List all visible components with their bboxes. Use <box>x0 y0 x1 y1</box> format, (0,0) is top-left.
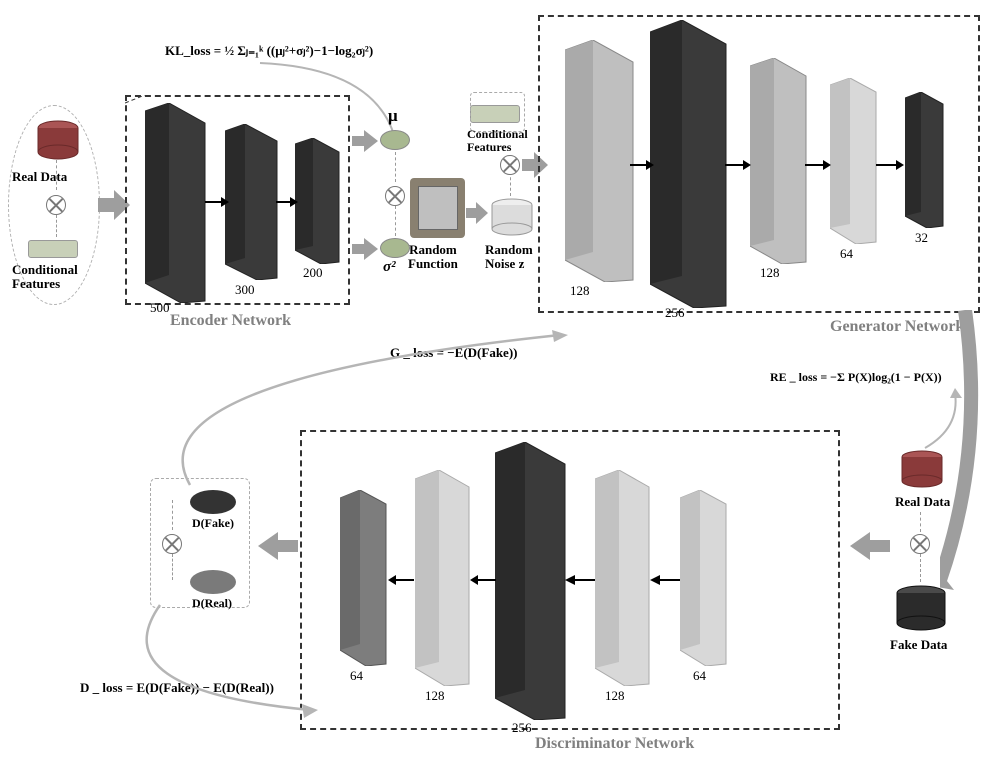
disc-label-256: 256 <box>512 720 532 736</box>
sigma-label: σ² <box>383 259 396 276</box>
disc-label-128a: 128 <box>425 688 445 704</box>
arrow-fn-to-noise <box>466 202 488 224</box>
cond-mid-dash <box>470 92 525 132</box>
cond-mid-label: Conditional Features <box>467 128 528 154</box>
dash-right-2 <box>920 554 921 582</box>
arrow-disc-2 <box>565 573 595 587</box>
re-loss-curve <box>920 388 980 458</box>
gen-label-64: 64 <box>840 246 853 262</box>
arrow-disc-1 <box>650 573 680 587</box>
random-function-box <box>410 178 465 238</box>
noise-cylinder <box>490 198 534 243</box>
real-data-label-right: Real Data <box>895 495 950 509</box>
fake-data-cylinder <box>895 585 947 638</box>
gen-layer-256 <box>650 20 728 313</box>
arrow-out-disc <box>258 532 298 560</box>
arrow-disc-4 <box>388 573 414 587</box>
dash-sigma <box>395 206 396 236</box>
arrow-gen-3 <box>805 158 831 172</box>
disc-layer-64b <box>680 490 728 671</box>
d-loss-curve <box>120 600 320 720</box>
re-loss-formula: RE _ loss = −Σ P(X)log₂(1 − P(X)) <box>770 370 942 385</box>
disc-label-64b: 64 <box>693 668 706 684</box>
gen-layer-32 <box>905 92 945 233</box>
combine-left <box>46 195 66 215</box>
dash-right-1 <box>920 512 921 532</box>
gen-label-128a: 128 <box>570 283 590 299</box>
arrow-gen-1 <box>630 158 654 172</box>
noise-label: Random Noise z <box>485 243 533 272</box>
discriminator-title: Discriminator Network <box>535 735 694 753</box>
arrow-gen-4 <box>876 158 904 172</box>
arrow-disc-3 <box>470 573 496 587</box>
kl-loss-formula: KL_loss = ½ Σⱼ₌₁ᵏ ((μⱼ²+σⱼ²)−1−log₂σⱼ²) <box>165 43 373 59</box>
real-data-cylinder-right <box>900 450 944 495</box>
combine-mu-sigma <box>385 186 405 206</box>
dash-left-1 <box>56 160 57 190</box>
d-fake-oval <box>190 490 236 514</box>
dash-noise-up <box>510 172 511 196</box>
d-fake-label: D(Fake) <box>192 517 234 530</box>
dash-left-2 <box>56 215 57 237</box>
disc-layer-64a <box>340 490 388 671</box>
disc-layer-128a <box>415 470 471 691</box>
cond-features-label-left: Conditional Features <box>12 263 78 292</box>
gen-layer-128a <box>565 40 635 287</box>
gen-label-256: 256 <box>665 305 685 321</box>
d-real-oval <box>190 570 236 594</box>
arrow-gen-2 <box>725 158 751 172</box>
combine-noise-cond <box>500 155 520 175</box>
arrow-into-disc <box>850 532 890 560</box>
real-data-cylinder-left <box>36 120 80 165</box>
mu-label: μ <box>388 107 398 126</box>
dash-df <box>172 500 173 530</box>
combine-dfake-dreal <box>162 534 182 554</box>
real-data-label-left: Real Data <box>12 170 67 184</box>
dash-dr <box>172 554 173 580</box>
combine-real-fake <box>910 534 930 554</box>
cond-features-rect-left <box>28 240 78 258</box>
disc-label-128b: 128 <box>605 688 625 704</box>
dash-mu <box>395 152 396 182</box>
g-loss-curve <box>150 320 570 490</box>
disc-label-64a: 64 <box>350 668 363 684</box>
random-fn-label: Random Function <box>408 243 458 272</box>
sigma-oval <box>380 238 410 258</box>
encoder-dash-edges <box>125 95 350 305</box>
gen-label-128b: 128 <box>760 265 780 281</box>
arrow-to-sigma <box>352 238 378 260</box>
arrow-to-mu <box>352 130 378 152</box>
gen-label-32: 32 <box>915 230 928 246</box>
fake-data-label: Fake Data <box>890 638 947 652</box>
disc-layer-128b <box>595 470 651 691</box>
gen-layer-128b <box>750 58 808 269</box>
mu-oval <box>380 130 410 150</box>
gen-layer-64 <box>830 78 878 249</box>
